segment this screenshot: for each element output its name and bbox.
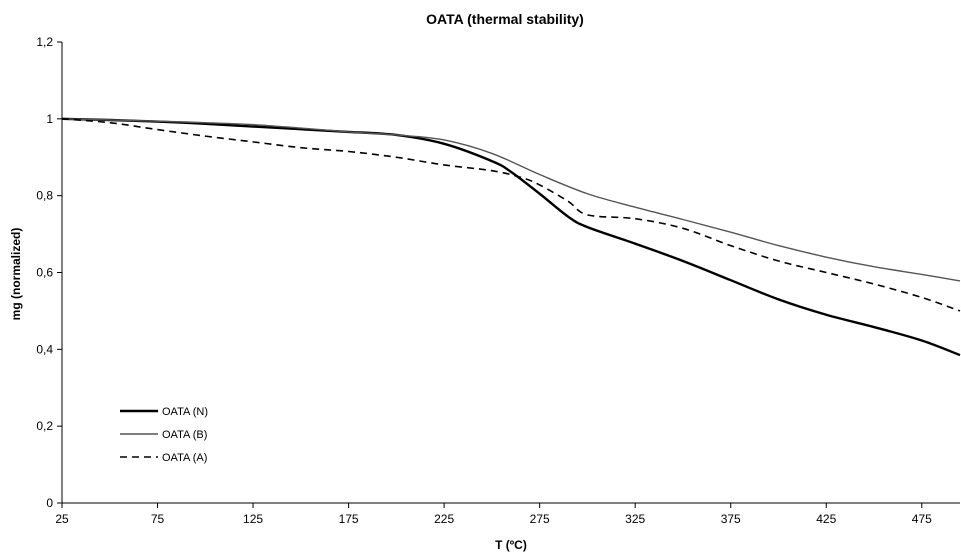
x-tick-label: 25 <box>55 512 69 526</box>
x-tick-label: 475 <box>912 512 932 526</box>
series-line-2 <box>61 118 961 282</box>
y-tick-label: 0,2 <box>36 419 53 433</box>
x-tick-label: 75 <box>151 512 165 526</box>
chart-title: OATA (thermal stability) <box>426 11 584 27</box>
x-tick-label: 225 <box>434 512 454 526</box>
x-tick-label: 325 <box>625 512 645 526</box>
y-axis: 0 0,2 0,4 0,6 0,8 1 1,2 <box>36 35 63 510</box>
y-tick-label: 0,6 <box>36 266 53 280</box>
x-tick-label: 125 <box>243 512 263 526</box>
series-line-3 <box>61 118 961 312</box>
y-tick-label: 1,2 <box>36 35 53 49</box>
legend-label: OATA (N) <box>162 406 208 418</box>
y-tick-label: 0,4 <box>36 342 53 356</box>
y-axis-label: mg (normalized) <box>9 228 23 321</box>
x-tick-label: 425 <box>816 512 836 526</box>
x-tick-label: 375 <box>721 512 741 526</box>
legend-label: OATA (A) <box>162 452 207 464</box>
y-tick-label: 0 <box>46 496 53 510</box>
legend: OATA (N) OATA (B) OATA (A) <box>120 406 208 464</box>
plot-area <box>61 117 961 357</box>
y-tick-label: 0,8 <box>36 189 53 203</box>
x-tick-label: 175 <box>339 512 359 526</box>
legend-label: OATA (B) <box>162 429 207 441</box>
x-tick-label: 275 <box>530 512 550 526</box>
series-line-1 <box>61 117 961 357</box>
y-tick-label: 1 <box>46 112 53 126</box>
x-axis: 25 75 125 175 225 275 325 375 425 475 <box>55 502 960 526</box>
x-axis-label: T (ºC) <box>495 538 527 552</box>
